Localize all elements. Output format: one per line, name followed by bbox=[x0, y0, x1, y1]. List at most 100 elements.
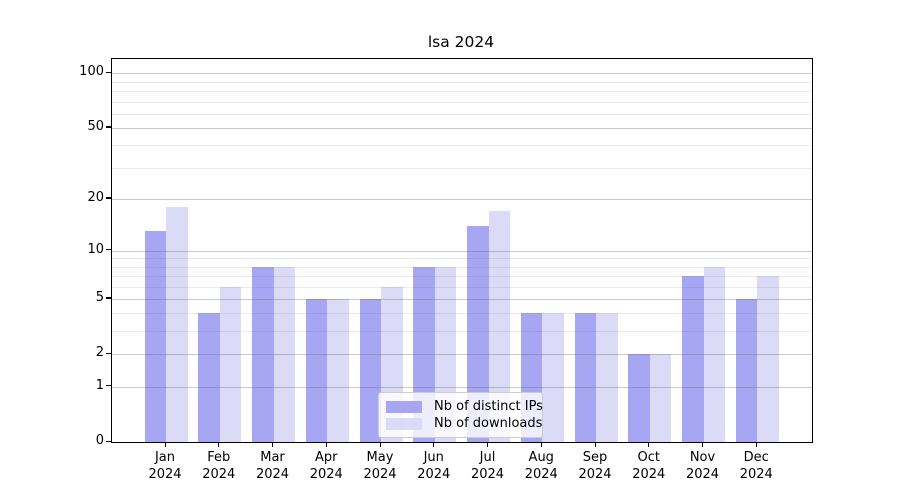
major-gridline bbox=[112, 354, 812, 356]
x-tick-label: Apr 2024 bbox=[296, 449, 356, 483]
x-tick-year: 2024 bbox=[632, 467, 666, 482]
x-tick-mark bbox=[218, 442, 220, 447]
legend-item: Nb of downloads bbox=[386, 415, 542, 432]
x-tick-year: 2024 bbox=[685, 467, 720, 482]
x-tick-month: May bbox=[366, 450, 394, 465]
legend-label: Nb of downloads bbox=[434, 416, 543, 431]
minor-gridline bbox=[112, 81, 812, 83]
x-tick-month: Aug bbox=[528, 450, 554, 465]
y-tick-label: 2 bbox=[95, 345, 104, 361]
chart-title: lsa 2024 bbox=[427, 33, 495, 51]
bar-downloads bbox=[649, 354, 672, 442]
x-tick-mark bbox=[272, 442, 274, 447]
minor-gridline bbox=[112, 145, 812, 147]
y-tick-label: 20 bbox=[87, 189, 104, 205]
y-tick-label: 1 bbox=[95, 377, 104, 393]
x-tick-month: Feb bbox=[207, 450, 231, 465]
bar-distinct-ips bbox=[682, 275, 704, 442]
x-tick-month: Sep bbox=[582, 450, 608, 465]
minor-gridline bbox=[112, 286, 812, 288]
bar-downloads bbox=[219, 286, 242, 442]
bar-downloads bbox=[488, 211, 510, 442]
major-gridline bbox=[112, 198, 812, 200]
y-tick-label: 5 bbox=[95, 289, 104, 305]
x-tick-label: Feb 2024 bbox=[189, 449, 249, 483]
y-tick-label: 50 bbox=[87, 118, 104, 134]
bar-downloads bbox=[166, 206, 188, 442]
x-tick-year: 2024 bbox=[255, 467, 290, 482]
x-tick-month: Dec bbox=[743, 450, 769, 465]
y-tick-mark bbox=[106, 297, 111, 299]
legend: Nb of distinct IPs Nb of downloads bbox=[378, 392, 543, 438]
bar-downloads bbox=[596, 313, 618, 442]
x-tick-year: 2024 bbox=[578, 467, 612, 482]
minor-gridline bbox=[112, 266, 812, 268]
x-tick-year: 2024 bbox=[470, 467, 505, 482]
x-tick-year: 2024 bbox=[417, 467, 451, 482]
minor-gridline bbox=[112, 113, 812, 115]
x-tick-label: Aug 2024 bbox=[511, 449, 571, 483]
legend-swatch-downloads bbox=[386, 417, 422, 430]
x-tick-mark bbox=[702, 442, 704, 447]
x-tick-mark bbox=[540, 442, 542, 447]
major-gridline bbox=[112, 127, 812, 129]
minor-gridline bbox=[112, 275, 812, 277]
x-tick-mark bbox=[487, 442, 489, 447]
x-tick-mark bbox=[433, 442, 435, 447]
y-tick-mark bbox=[106, 71, 111, 74]
x-tick-month: Jul bbox=[479, 450, 496, 465]
x-tick-year: 2024 bbox=[148, 467, 182, 482]
major-gridline bbox=[112, 386, 812, 388]
y-tick-label: 10 bbox=[87, 241, 104, 257]
bar-distinct-ips bbox=[198, 313, 220, 442]
x-tick-month: Jan bbox=[154, 450, 176, 465]
y-tick-label: 100 bbox=[79, 64, 104, 80]
minor-gridline bbox=[112, 167, 812, 169]
bar-downloads bbox=[273, 266, 295, 442]
plot-area bbox=[111, 58, 813, 443]
x-tick-label: Jun 2024 bbox=[404, 449, 464, 483]
bar-distinct-ips bbox=[735, 298, 758, 442]
major-gridline bbox=[112, 298, 812, 300]
y-tick-mark bbox=[106, 352, 111, 354]
bar-downloads bbox=[757, 275, 779, 442]
x-tick-year: 2024 bbox=[363, 467, 397, 482]
x-tick-label: Sep 2024 bbox=[565, 449, 625, 483]
x-tick-mark bbox=[164, 442, 166, 447]
x-tick-mark bbox=[325, 442, 327, 447]
y-tick-mark bbox=[106, 440, 111, 442]
x-tick-month: Nov bbox=[689, 450, 716, 465]
bar-distinct-ips bbox=[574, 313, 596, 442]
minor-gridline bbox=[112, 91, 812, 93]
major-gridline bbox=[112, 250, 812, 252]
major-gridline bbox=[112, 73, 812, 75]
x-tick-month: Apr bbox=[315, 450, 338, 465]
x-tick-mark bbox=[755, 442, 757, 447]
y-tick-label: 0 bbox=[95, 433, 104, 448]
y-tick-mark bbox=[106, 197, 111, 199]
x-tick-mark bbox=[648, 442, 650, 447]
y-tick-mark bbox=[106, 126, 111, 128]
x-tick-label: Oct 2024 bbox=[619, 449, 679, 483]
bar-downloads bbox=[703, 266, 725, 442]
legend-swatch-distinct-ips bbox=[386, 400, 422, 413]
bar-distinct-ips bbox=[252, 266, 274, 442]
x-tick-year: 2024 bbox=[202, 467, 236, 482]
y-tick-mark bbox=[106, 385, 111, 387]
x-tick-mark bbox=[379, 442, 381, 447]
bar-distinct-ips bbox=[628, 354, 650, 442]
x-tick-month: Oct bbox=[637, 450, 660, 465]
x-tick-label: Mar 2024 bbox=[243, 449, 303, 483]
x-tick-year: 2024 bbox=[739, 467, 773, 482]
bar-downloads bbox=[327, 298, 349, 442]
bar-distinct-ips bbox=[359, 298, 381, 442]
x-tick-label: Dec 2024 bbox=[726, 449, 786, 483]
bar-distinct-ips bbox=[305, 298, 328, 442]
legend-item: Nb of distinct IPs bbox=[386, 398, 543, 415]
x-tick-label: Jan 2024 bbox=[135, 449, 195, 483]
x-tick-year: 2024 bbox=[524, 467, 558, 482]
minor-gridline bbox=[112, 258, 812, 260]
x-tick-label: Jul 2024 bbox=[458, 449, 518, 483]
x-tick-label: Nov 2024 bbox=[673, 449, 733, 483]
